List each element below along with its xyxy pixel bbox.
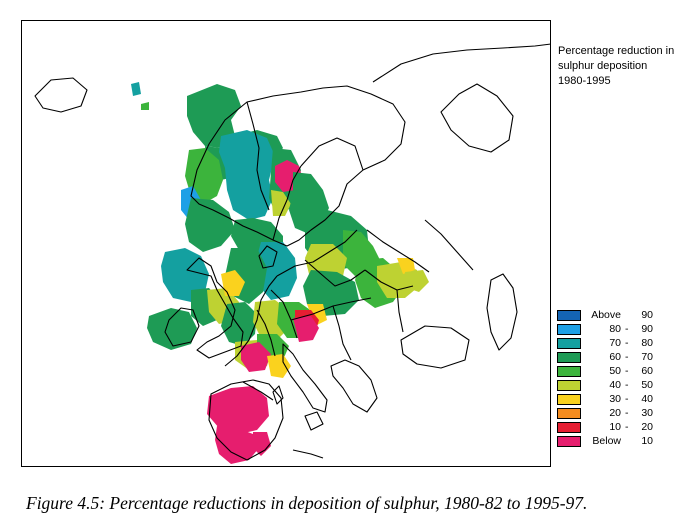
legend-range-dash: - [625, 393, 629, 405]
deposition-region [307, 304, 327, 326]
legend-swatch [557, 366, 581, 377]
legend-range-high: 90 [641, 323, 653, 335]
legend-item: Below 10 [557, 435, 693, 449]
legend-swatch [557, 408, 581, 419]
deposition-region [215, 426, 259, 464]
map-panel [21, 20, 551, 467]
legend-range-high: 30 [641, 407, 653, 419]
legend-item: 50-60 [557, 365, 693, 379]
deposition-region [185, 198, 235, 252]
legend-item: 80-90 [557, 323, 693, 337]
legend-swatch [557, 310, 581, 321]
deposition-region [271, 190, 291, 216]
legend-range-low: 60 [609, 351, 621, 363]
deposition-region [219, 130, 275, 220]
legend-range-low: 70 [609, 337, 621, 349]
deposition-region [161, 248, 209, 302]
deposition-region [397, 258, 415, 274]
legend-item: 20-30 [557, 407, 693, 421]
legend-item: Above 90 [557, 309, 693, 323]
legend-title-line-3: 1980-1995 [558, 75, 611, 87]
legend-range-high: 40 [641, 393, 653, 405]
legend-range-low: Above [591, 309, 621, 321]
legend-range-high: 50 [641, 379, 653, 391]
legend-swatch [557, 436, 581, 447]
legend-swatch [557, 352, 581, 363]
legend-range-low: 20 [609, 407, 621, 419]
legend-range-dash: - [625, 365, 629, 377]
legend-range-dash: - [625, 379, 629, 391]
legend-range-dash: - [625, 337, 629, 349]
deposition-region [147, 308, 197, 350]
legend-swatch [557, 380, 581, 391]
deposition-region [241, 342, 271, 372]
legend: Above 90 80-90 70-80 60-70 50-60 40-50 30-40 20-… [557, 309, 693, 449]
legend-range-high: 70 [641, 351, 653, 363]
legend-range-high: 80 [641, 337, 653, 349]
legend-item: 30-40 [557, 393, 693, 407]
deposition-region [187, 84, 241, 148]
deposition-region [267, 354, 291, 378]
legend-range-dash: - [625, 351, 629, 363]
legend-range-low: 30 [609, 393, 621, 405]
deposition-region [255, 242, 297, 300]
legend-title-line-2: sulphur deposition [558, 60, 648, 72]
figure-caption: Figure 4.5: Percentage reductions in dep… [26, 493, 588, 513]
deposition-region [293, 316, 319, 342]
legend-range-low: 80 [609, 323, 621, 335]
legend-range-low: 10 [609, 421, 621, 433]
legend-range-dash: - [625, 407, 629, 419]
legend-swatch [557, 422, 581, 433]
legend-title: Percentage reduction in sulphur depositi… [558, 44, 694, 89]
legend-title-line-1: Percentage reduction in [558, 45, 675, 57]
deposition-region [207, 386, 269, 434]
legend-range-high: 10 [641, 435, 653, 447]
legend-range-low: 40 [609, 379, 621, 391]
legend-item: 60-70 [557, 351, 693, 365]
legend-range-high: 90 [641, 309, 653, 321]
deposition-region [221, 270, 245, 296]
deposition-region [141, 102, 149, 110]
legend-swatch [557, 394, 581, 405]
legend-range-low: Below [592, 435, 621, 447]
deposition-region [131, 82, 141, 96]
legend-range-high: 60 [641, 365, 653, 377]
legend-item: 10-20 [557, 421, 693, 435]
legend-item: 40-50 [557, 379, 693, 393]
deposition-regions [131, 82, 429, 464]
map-border [21, 20, 551, 467]
legend-swatch [557, 324, 581, 335]
legend-item: 70-80 [557, 337, 693, 351]
legend-range-dash: - [625, 421, 629, 433]
deposition-region [253, 432, 271, 456]
coastlines-and-borders [34, 43, 551, 461]
legend-range-dash: - [625, 323, 629, 335]
legend-range-low: 50 [609, 365, 621, 377]
legend-range-high: 20 [641, 421, 653, 433]
legend-swatch [557, 338, 581, 349]
